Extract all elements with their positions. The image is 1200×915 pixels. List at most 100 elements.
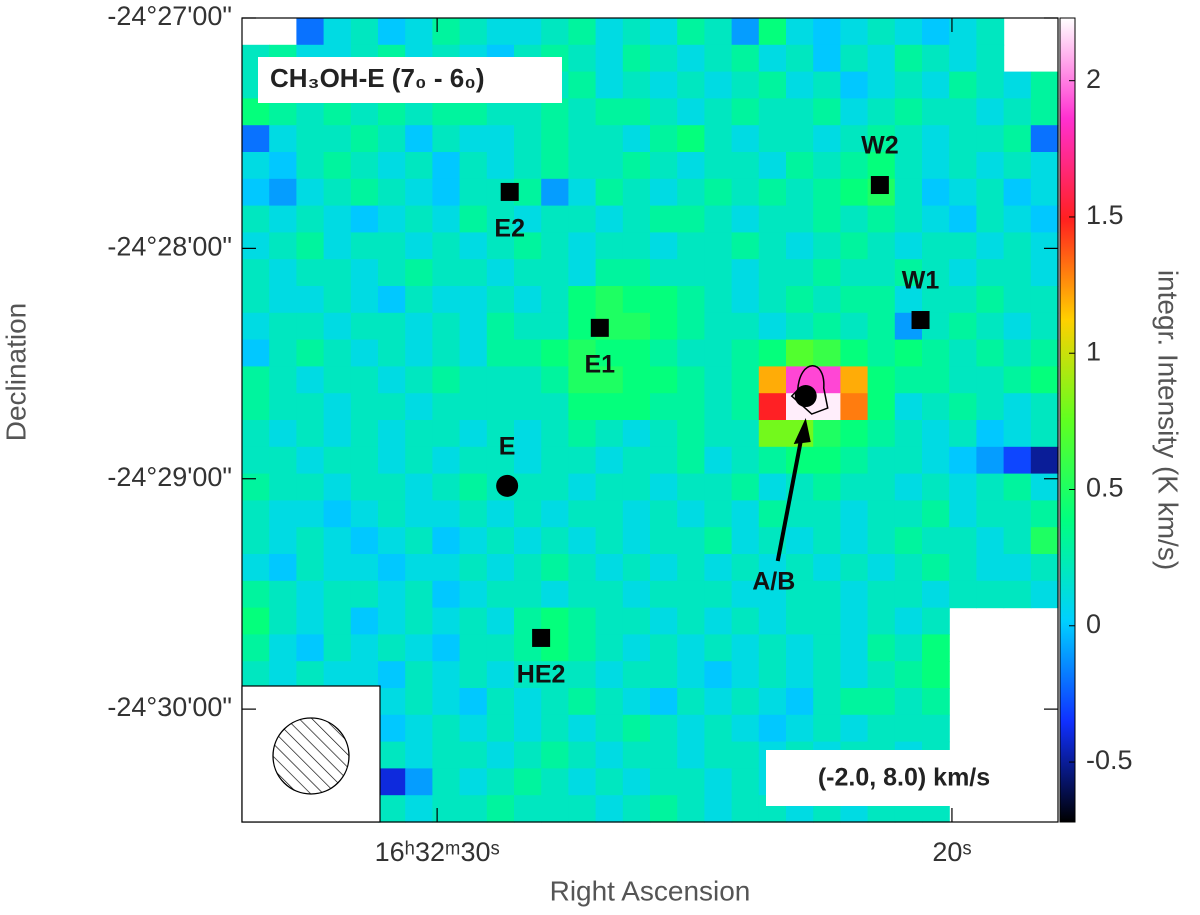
cell <box>296 580 325 609</box>
cell <box>323 393 352 421</box>
cell <box>786 500 814 528</box>
cell <box>323 312 352 341</box>
cell <box>622 661 651 689</box>
cell <box>486 18 515 46</box>
cell <box>677 178 705 207</box>
cell <box>622 607 651 635</box>
cell <box>568 795 597 823</box>
y-tick-label: -24°29'00" <box>107 462 232 492</box>
cell <box>894 232 923 260</box>
cell <box>704 152 733 180</box>
cell <box>514 125 542 153</box>
cell <box>296 446 325 475</box>
cell <box>894 259 923 287</box>
cell <box>1030 393 1059 421</box>
cell <box>949 393 977 421</box>
cell <box>949 71 977 99</box>
cell <box>922 420 950 448</box>
cell <box>1003 71 1032 99</box>
source-marker <box>911 311 930 330</box>
cell <box>622 125 651 153</box>
cell <box>731 607 760 635</box>
cell <box>405 554 433 582</box>
source-marker <box>870 176 889 195</box>
cell <box>568 259 597 287</box>
cell <box>459 661 488 689</box>
cell <box>976 178 1005 207</box>
cell <box>459 205 488 233</box>
source-label: HE2 <box>517 661 566 689</box>
cell <box>867 661 896 689</box>
cell <box>894 500 923 528</box>
cell <box>242 152 270 180</box>
cell <box>405 473 433 501</box>
cell <box>405 178 433 207</box>
cell <box>514 420 542 448</box>
cell <box>758 18 787 46</box>
cell <box>786 205 814 233</box>
cell <box>242 500 270 528</box>
y-axis-title: Declination <box>0 303 31 442</box>
cell <box>704 312 733 341</box>
cell <box>786 18 814 46</box>
cell <box>786 634 814 662</box>
cell <box>840 634 869 662</box>
cell <box>541 741 569 769</box>
cell <box>949 205 977 233</box>
cell <box>459 768 488 796</box>
cell <box>731 768 760 796</box>
cell <box>595 768 624 796</box>
cell <box>459 339 488 367</box>
cell <box>976 205 1005 233</box>
cell <box>242 607 270 635</box>
cell <box>813 634 841 662</box>
cell <box>405 286 433 314</box>
cell <box>269 446 297 475</box>
cell <box>731 125 760 153</box>
cell <box>486 152 515 180</box>
colorbar <box>1059 17 1076 823</box>
cell <box>1003 446 1032 475</box>
cell <box>731 232 760 260</box>
cell <box>922 500 950 528</box>
cell <box>976 152 1005 180</box>
cell <box>432 661 461 689</box>
cell <box>731 580 760 609</box>
cell <box>269 366 297 394</box>
cell <box>432 714 461 743</box>
cell <box>731 18 760 46</box>
cell <box>622 205 651 233</box>
cell <box>486 714 515 743</box>
cell <box>1003 580 1032 609</box>
cell <box>323 286 352 314</box>
cell <box>568 607 597 635</box>
cell <box>894 473 923 501</box>
cell <box>786 714 814 743</box>
cell <box>432 527 461 555</box>
cell <box>650 98 678 126</box>
cell <box>568 473 597 501</box>
cell <box>677 339 705 367</box>
cell <box>976 393 1005 421</box>
cell <box>758 125 787 153</box>
cell <box>595 554 624 582</box>
cell <box>704 393 733 421</box>
cell <box>595 527 624 555</box>
cell <box>650 152 678 180</box>
cell <box>949 44 977 73</box>
cell <box>786 98 814 126</box>
cell <box>786 259 814 287</box>
cell <box>514 554 542 582</box>
cell <box>1003 259 1032 287</box>
cell <box>350 205 379 233</box>
cell <box>350 232 379 260</box>
cell <box>650 232 678 260</box>
cell <box>486 661 515 689</box>
cell <box>677 259 705 287</box>
cell <box>323 661 352 689</box>
cell <box>922 446 950 475</box>
cell <box>840 286 869 314</box>
cell <box>323 366 352 394</box>
cell <box>350 634 379 662</box>
cell <box>541 18 569 46</box>
